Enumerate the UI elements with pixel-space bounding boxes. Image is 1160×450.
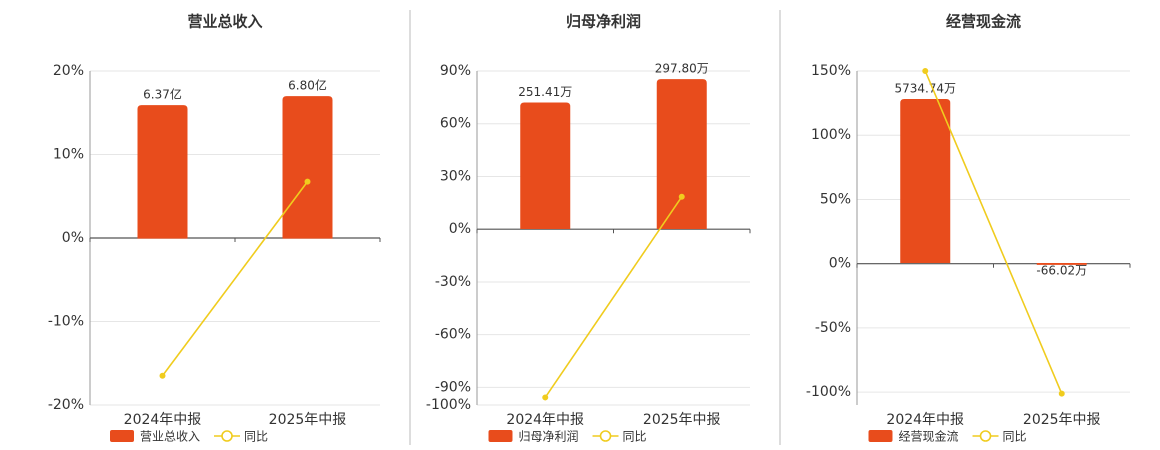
y-tick-label: 0%: [829, 256, 851, 272]
chart-title: 归母净利润: [566, 13, 641, 31]
x-tick-label: 2024年中报: [886, 412, 964, 428]
y-tick-label: -60%: [435, 327, 471, 343]
point: [542, 394, 549, 401]
bar: [520, 102, 571, 229]
y-tick-label: -100%: [426, 397, 471, 413]
y-tick-label: 90%: [440, 63, 471, 79]
point: [1058, 390, 1065, 397]
legend-label: 同比: [244, 430, 268, 444]
y-tick-label: 150%: [811, 63, 851, 79]
point: [922, 68, 929, 74]
y-tick-label: 20%: [53, 63, 84, 79]
legend-swatch: [221, 430, 233, 442]
point: [159, 372, 166, 379]
x-tick-label: 2024年中报: [506, 412, 584, 428]
legend-swatch: [488, 430, 513, 442]
chart-title: 营业总收入: [187, 13, 262, 31]
y-tick-label: 100%: [811, 127, 851, 143]
y-tick-label: 50%: [820, 191, 851, 207]
bar: [137, 105, 188, 239]
bar: [282, 96, 333, 239]
legend-swatch: [979, 430, 992, 442]
point: [678, 193, 685, 200]
line: [924, 70, 1063, 394]
legend-label: 归母净利润: [519, 430, 579, 444]
bar: [656, 79, 707, 229]
line: [161, 181, 309, 377]
legend-swatch: [110, 430, 134, 442]
value-label: 251.41万: [518, 85, 572, 99]
y-tick-label: 10%: [53, 147, 84, 163]
value-label: 6.80亿: [288, 78, 327, 93]
y-tick-label: 60%: [440, 116, 471, 132]
bar: [1036, 262, 1087, 265]
legend-label: 营业总收入: [140, 430, 200, 444]
legend-label: 同比: [623, 430, 647, 444]
point: [304, 178, 311, 185]
y-tick-label: -30%: [435, 274, 471, 290]
y-tick-label: -20%: [48, 397, 84, 413]
value-label: 5734.74万: [894, 81, 956, 95]
y-tick-label: -50%: [815, 320, 851, 336]
value-label: 6.37亿: [143, 87, 182, 102]
value-label: -66.02万: [1036, 263, 1087, 277]
y-tick-label: 30%: [440, 168, 471, 184]
x-tick-label: 2025年中报: [1023, 412, 1101, 428]
value-label: 297.80万: [655, 62, 709, 76]
x-tick-label: 2025年中报: [269, 412, 347, 428]
legend-swatch: [868, 430, 893, 442]
y-tick-label: 0%: [62, 230, 84, 246]
y-tick-label: -90%: [435, 379, 471, 395]
line: [544, 196, 683, 398]
legend-label: 经营现金流: [899, 429, 959, 444]
y-tick-label: -10%: [48, 314, 84, 330]
bar: [900, 98, 951, 263]
x-tick-label: 2024年中报: [124, 412, 202, 428]
legend-swatch: [599, 430, 612, 442]
legend-label: 同比: [1003, 430, 1027, 444]
x-tick-label: 2025年中报: [643, 412, 721, 428]
chart-title: 经营现金流: [946, 13, 1021, 31]
y-tick-label: 0%: [449, 221, 471, 237]
y-tick-label: -100%: [806, 384, 851, 400]
